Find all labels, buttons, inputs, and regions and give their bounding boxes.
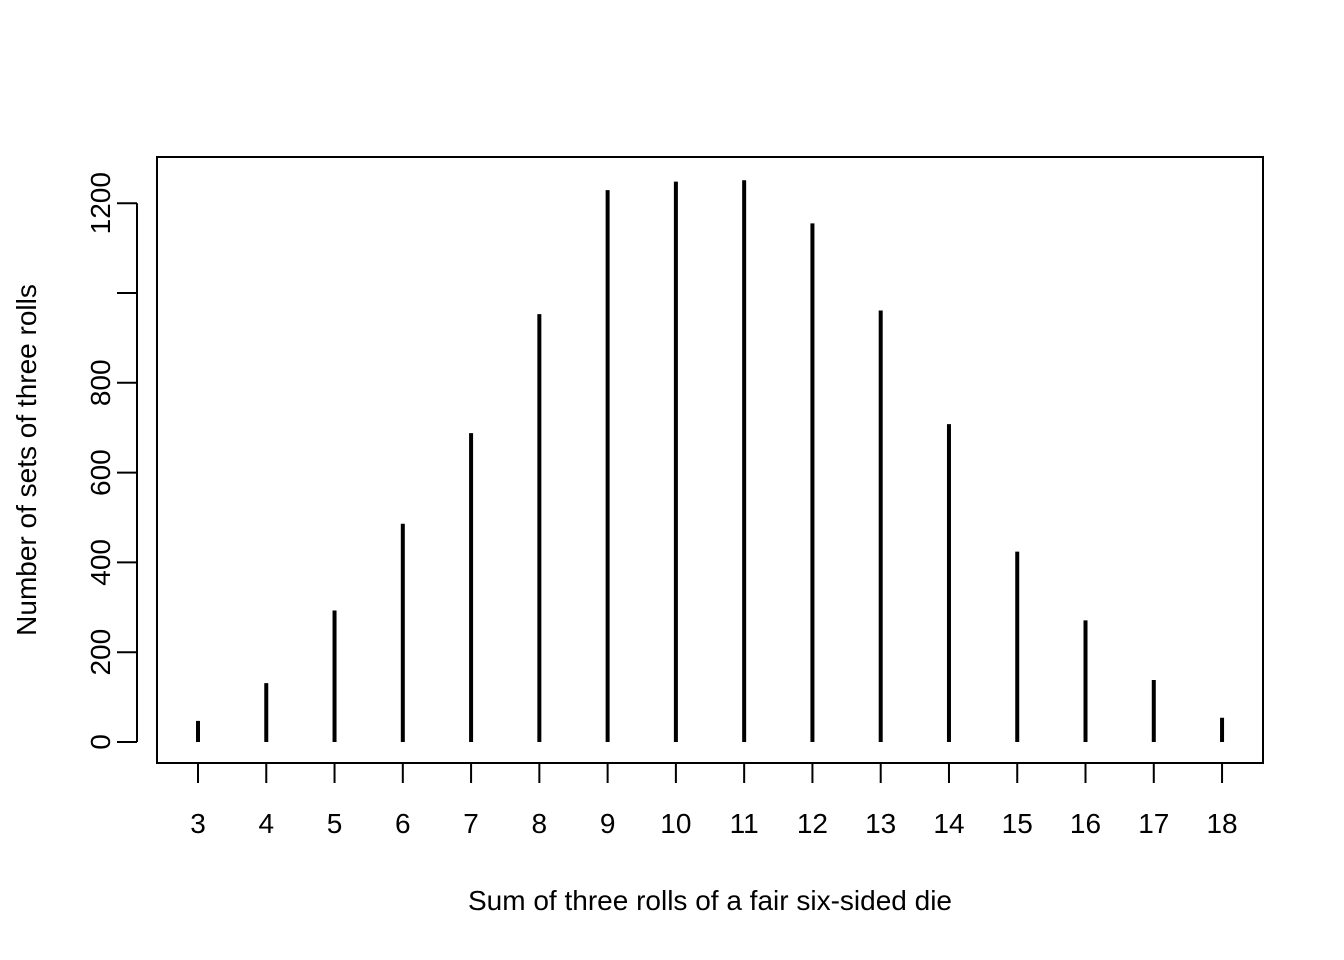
y-tick-label-400: 400 bbox=[85, 539, 116, 586]
x-tick-label-15: 15 bbox=[1002, 808, 1033, 839]
y-tick-label-800: 800 bbox=[85, 359, 116, 406]
x-tick-label-14: 14 bbox=[933, 808, 964, 839]
x-tick-label-16: 16 bbox=[1070, 808, 1101, 839]
x-axis: 3 4 5 6 7 8 9 10 11 12 13 14 15 16 17 18 bbox=[190, 762, 1238, 839]
x-tick-label-9: 9 bbox=[600, 808, 616, 839]
x-tick-label-6: 6 bbox=[395, 808, 411, 839]
x-tick-label-11: 11 bbox=[730, 808, 759, 839]
x-tick-label-17: 17 bbox=[1138, 808, 1169, 839]
x-axis-label: Sum of three rolls of a fair six-sided d… bbox=[468, 885, 952, 916]
x-tick-label-8: 8 bbox=[532, 808, 548, 839]
spike-series bbox=[196, 180, 1225, 742]
x-tick-label-10: 10 bbox=[660, 808, 691, 839]
x-tick-label-3: 3 bbox=[190, 808, 206, 839]
y-tick-label-600: 600 bbox=[85, 449, 116, 496]
x-tick-label-4: 4 bbox=[258, 808, 274, 839]
x-tick-label-7: 7 bbox=[463, 808, 479, 839]
y-tick-label-0: 0 bbox=[85, 734, 116, 750]
x-tick-label-5: 5 bbox=[327, 808, 343, 839]
y-axis: 0 200 400 600 800 1200 bbox=[85, 172, 138, 750]
x-tick-label-13: 13 bbox=[865, 808, 896, 839]
x-tick-label-12: 12 bbox=[797, 808, 828, 839]
y-tick-label-200: 200 bbox=[85, 629, 116, 676]
plot-frame bbox=[156, 156, 1264, 764]
y-tick-label-1200: 1200 bbox=[85, 172, 116, 234]
y-axis-label: Number of sets of three rolls bbox=[11, 284, 42, 636]
x-tick-label-18: 18 bbox=[1206, 808, 1237, 839]
